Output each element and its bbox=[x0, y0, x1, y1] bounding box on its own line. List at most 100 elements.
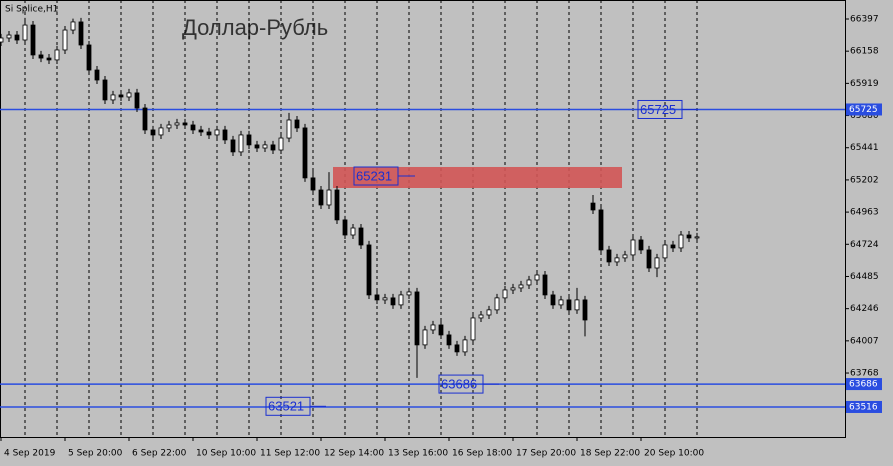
candle-body bbox=[6, 34, 12, 39]
zone-label-box bbox=[353, 166, 399, 186]
y-tick-label: 64724 bbox=[850, 240, 879, 250]
candle-body bbox=[134, 92, 140, 109]
candle-body bbox=[390, 297, 396, 306]
x-tick-label: 20 Sep 10:00 bbox=[644, 449, 704, 459]
price-box bbox=[846, 378, 882, 391]
candle-body bbox=[46, 57, 52, 61]
candle-body bbox=[270, 144, 276, 151]
candle-body bbox=[614, 257, 620, 263]
x-tick-label: 17 Sep 20:00 bbox=[516, 449, 576, 459]
candle-body bbox=[582, 299, 588, 321]
candle-body bbox=[646, 249, 652, 269]
candle-body bbox=[86, 44, 92, 71]
x-tick-label: 4 Sep 2019 bbox=[4, 449, 56, 459]
candle-body bbox=[286, 119, 292, 139]
chart-title: Доллар-Рубль bbox=[182, 15, 328, 40]
candle-body bbox=[510, 287, 516, 291]
candle-body bbox=[454, 344, 460, 353]
candle-body bbox=[334, 189, 340, 221]
plot-frame bbox=[0, 0, 846, 438]
y-tick-label: 63768 bbox=[850, 369, 879, 379]
x-tick-label: 16 Sep 18:00 bbox=[452, 449, 512, 459]
candle-body bbox=[574, 299, 580, 311]
candle-body bbox=[126, 92, 132, 98]
x-tick-label: 6 Sep 22:00 bbox=[132, 449, 187, 459]
y-tick-label: 66158 bbox=[850, 47, 879, 57]
price-box bbox=[846, 400, 882, 413]
annotation-label: 63686 bbox=[441, 377, 477, 392]
candle-body bbox=[366, 244, 372, 296]
candle-body bbox=[238, 134, 244, 153]
candle-body bbox=[0, 37, 4, 43]
candle-body bbox=[534, 274, 540, 281]
x-tick-label: 11 Sep 12:00 bbox=[260, 449, 320, 459]
y-tick-label: 65919 bbox=[850, 79, 879, 89]
candle-body bbox=[14, 34, 20, 41]
candle-body bbox=[430, 324, 436, 331]
y-tick-label: 65680 bbox=[850, 111, 879, 121]
candle-body bbox=[486, 309, 492, 316]
candle-body bbox=[566, 299, 572, 311]
candle-body bbox=[262, 144, 268, 149]
candle-body bbox=[686, 234, 692, 239]
candle-body bbox=[358, 227, 364, 246]
candle-body bbox=[494, 297, 500, 311]
candle-body bbox=[422, 329, 428, 346]
annotation-label: 63521 bbox=[268, 399, 304, 414]
candle-body bbox=[414, 291, 420, 346]
candle-body bbox=[630, 239, 636, 256]
candle-body bbox=[670, 244, 676, 249]
candle-body bbox=[198, 129, 204, 133]
x-tick-label: 10 Sep 10:00 bbox=[196, 449, 256, 459]
price-box-label: 63686 bbox=[849, 380, 878, 390]
candle-body bbox=[166, 124, 172, 129]
candle-body bbox=[398, 294, 404, 306]
candle-body bbox=[318, 189, 324, 206]
candle-body bbox=[446, 334, 452, 346]
candle-body bbox=[78, 21, 84, 46]
candle-body bbox=[254, 144, 260, 149]
candle-body bbox=[214, 129, 220, 136]
candle-body bbox=[470, 317, 476, 341]
candle-body bbox=[678, 234, 684, 249]
annotation-box bbox=[265, 396, 311, 416]
y-tick-label: 65202 bbox=[850, 175, 879, 185]
y-tick-label: 64963 bbox=[850, 208, 879, 218]
candle-body bbox=[62, 29, 68, 51]
candle-body bbox=[38, 54, 44, 59]
candle-body bbox=[406, 291, 412, 296]
candle-body bbox=[174, 122, 180, 126]
candle-body bbox=[142, 107, 148, 131]
y-tick-label: 64246 bbox=[850, 304, 879, 314]
candle-body bbox=[230, 139, 236, 153]
symbol-label: Si Splice,H1 bbox=[5, 5, 58, 15]
candle-body bbox=[158, 127, 164, 136]
candle-body bbox=[102, 79, 108, 101]
price-box-label: 63516 bbox=[849, 402, 878, 412]
candle-body bbox=[542, 274, 548, 296]
candle-body bbox=[278, 137, 284, 151]
candle-body bbox=[294, 119, 300, 129]
candle-body bbox=[350, 227, 356, 236]
candle-body bbox=[382, 297, 388, 301]
zone bbox=[333, 166, 622, 188]
y-tick-label: 66397 bbox=[850, 14, 879, 24]
candle-body bbox=[94, 69, 100, 81]
candle-body bbox=[246, 134, 252, 146]
candle-body bbox=[150, 129, 156, 136]
candle-body bbox=[438, 324, 444, 336]
candle-body bbox=[694, 236, 700, 239]
candle-body bbox=[478, 314, 484, 319]
candle-body bbox=[374, 294, 380, 301]
price-box bbox=[846, 103, 882, 116]
annotation-box bbox=[637, 99, 683, 119]
x-tick-label: 13 Sep 16:00 bbox=[388, 449, 448, 459]
candle-body bbox=[342, 219, 348, 236]
candle-body bbox=[182, 122, 188, 126]
annotation-box bbox=[438, 374, 484, 394]
candle-body bbox=[30, 24, 36, 56]
candle-body bbox=[190, 124, 196, 131]
candle-body bbox=[638, 239, 644, 251]
